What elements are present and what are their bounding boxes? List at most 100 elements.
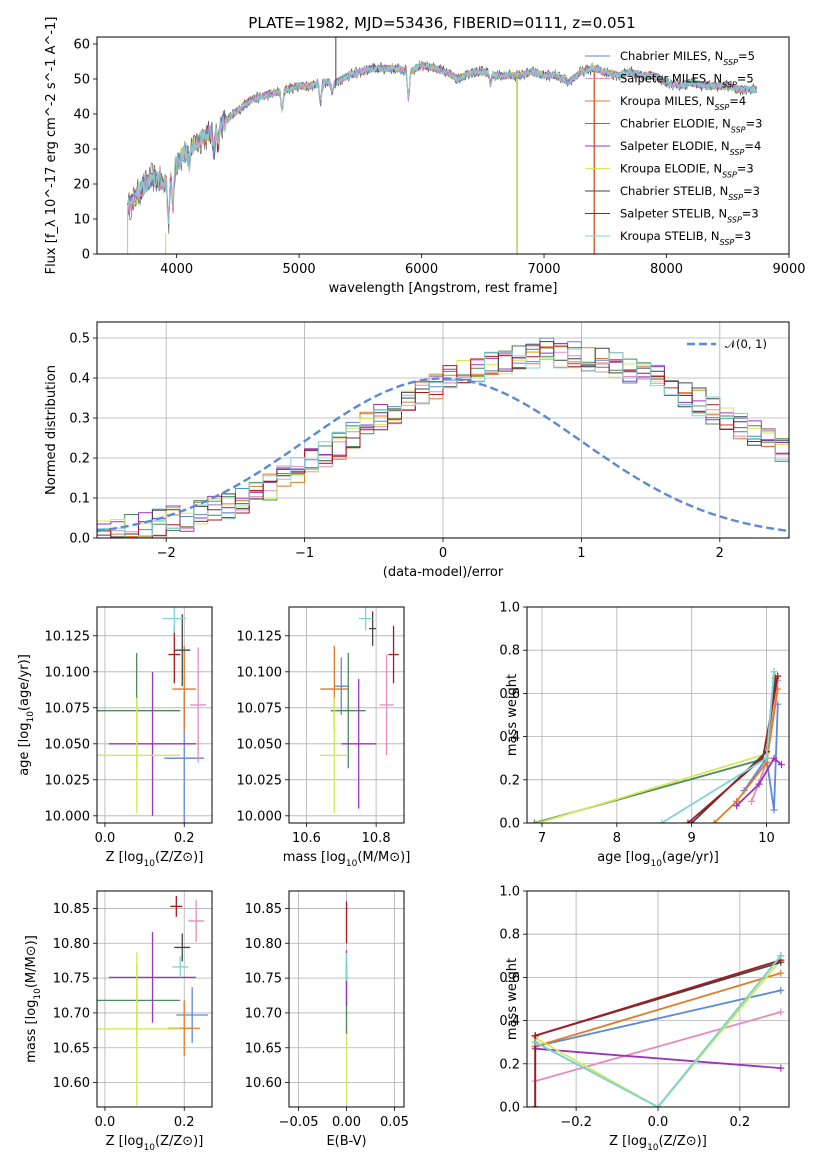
series-marker [530,819,538,823]
legend-label: Kroupa ELODIE, NSSP=3 [620,162,754,180]
plot-area [97,895,209,1106]
plot-area [531,952,785,1107]
plot-area [320,607,399,813]
spectrum-line [127,62,758,224]
legend-label: Salpeter MILES, NSSP=5 [620,72,754,90]
y-tick-label: 0.1 [69,492,90,507]
axes-frame [288,606,405,824]
y-tick-label: 10.050 [237,737,283,752]
y-tick-label: 1.0 [499,885,520,900]
y-tick-label: 10.60 [245,1076,282,1091]
y-tick-label: 0.4 [69,372,90,387]
y-tick-label: 10.025 [237,773,283,788]
y-tick-label: 10.70 [245,1006,282,1021]
histogram-step [97,348,789,538]
x-tick-label: 0.05 [380,1115,409,1130]
y-tick-label: 0.4 [499,1014,520,1029]
series-marker [770,806,778,814]
x-axis-label: mass [log10(M/M⊙)] [283,850,411,869]
series-line [534,989,782,1048]
y-tick-label: 30 [73,143,90,158]
normal-curve [97,377,789,533]
y-tick-label: 10.125 [237,629,283,644]
series-line [534,972,782,1048]
legend-label: Kroupa STELIB, NSSP=3 [620,229,751,247]
y-tick-label: 10.70 [53,1006,90,1021]
legend-label: Kroupa MILES, NSSP=4 [620,94,746,112]
y-tick-label: 10.85 [53,902,90,917]
series-line [534,955,782,1107]
x-tick-label: 7 [538,831,546,846]
x-tick-label: 9 [688,831,696,846]
y-tick-label: 10.75 [53,972,90,987]
y-tick-label: 10.85 [245,902,282,917]
legend-label: Chabrier ELODIE, NSSP=3 [620,117,762,135]
x-tick-label: 1 [577,546,585,561]
y-tick-label: 0.3 [69,412,90,427]
histogram-step [97,345,789,538]
x-tick-label: −0.05 [279,1115,319,1130]
series-marker [770,754,778,762]
y-tick-label: 10.075 [237,701,283,716]
series-marker [658,819,666,823]
y-tick-label: 0 [82,248,90,263]
legend-label: Chabrier MILES, NSSP=5 [620,49,755,67]
x-tick-label: 0.2 [730,1115,751,1130]
y-tick-label: 0.8 [499,644,520,659]
series-line [534,1011,782,1082]
x-tick-label: 2 [716,546,724,561]
y-tick-label: 10.65 [245,1041,282,1056]
plot-area [127,37,758,254]
y-tick-label: 0.0 [499,817,520,832]
legend: Chabrier MILES, NSSP=5 Salpeter MILES, NS… [585,49,762,247]
x-tick-label: −1 [295,546,314,561]
y-tick-label: 10.075 [45,701,91,716]
histogram-step [97,337,789,538]
panel-mass-vs-EBV: −0.05 0.00 0.05 10.60 10.65 10.70 10.75 10.80 10… [245,890,409,1149]
series-line [661,671,775,823]
x-axis-label: E(B-V) [326,1134,366,1149]
series-marker [654,1103,662,1107]
y-tick-label: 0.2 [499,773,520,788]
y-tick-label: 10.000 [45,809,91,824]
histogram-step [97,341,789,538]
y-tick-label: 20 [73,178,90,193]
axes-frame [96,890,213,1108]
panel-residual-histogram: −2 −1 0 1 2 0.0 0.1 0.2 0.3 0.4 0.5 (data-model)/er… [44,321,790,580]
x-tick-label: −0.2 [560,1115,592,1130]
series-marker [777,986,785,994]
y-axis-label: mass weight [505,674,520,756]
y-tick-label: 10.100 [45,665,91,680]
y-axis-label: Flux [f_λ 10^-17 erg cm^-2 s^-1 A^-1] [44,17,59,275]
x-tick-label: 10 [758,831,775,846]
x-tick-label: 5000 [283,262,316,277]
panel-spectrum: 4000 5000 6000 7000 8000 9000 0 10 20 30 40 50 60 wav… [44,17,806,296]
x-tick-label: 0.0 [648,1115,669,1130]
series-line [687,675,779,823]
x-tick-label: 10.8 [362,831,391,846]
x-axis-label: Z [log10(Z/Z⊙)] [609,1134,707,1153]
y-tick-label: 0.2 [69,452,90,467]
x-tick-label: 8 [613,831,621,846]
y-tick-label: 0.6 [499,971,520,986]
series-marker [777,1008,785,1016]
x-tick-label: 0.0 [95,1115,116,1130]
y-tick-label: 0.5 [69,332,90,347]
legend-label: 𝒩(0, 1) [725,337,767,351]
x-tick-label: −2 [157,546,176,561]
y-tick-label: 10.000 [237,809,283,824]
axes-frame [288,890,405,1108]
x-tick-label: 9000 [772,262,805,277]
panel-age-vs-mass: 10.6 10.8 10.000 10.025 10.050 10.075 10.100 10… [237,606,411,869]
x-axis-label: (data-model)/error [383,565,504,580]
axes-frame [526,890,790,1108]
series-marker [534,819,542,823]
series-marker [777,969,785,977]
x-tick-label: 0.2 [174,1115,195,1130]
histogram-step [97,343,789,538]
series-marker [748,797,756,805]
series-marker [531,1032,539,1040]
y-tick-label: 10.60 [53,1076,90,1091]
x-tick-label: 8000 [650,262,683,277]
y-tick-label: 10.125 [45,629,91,644]
